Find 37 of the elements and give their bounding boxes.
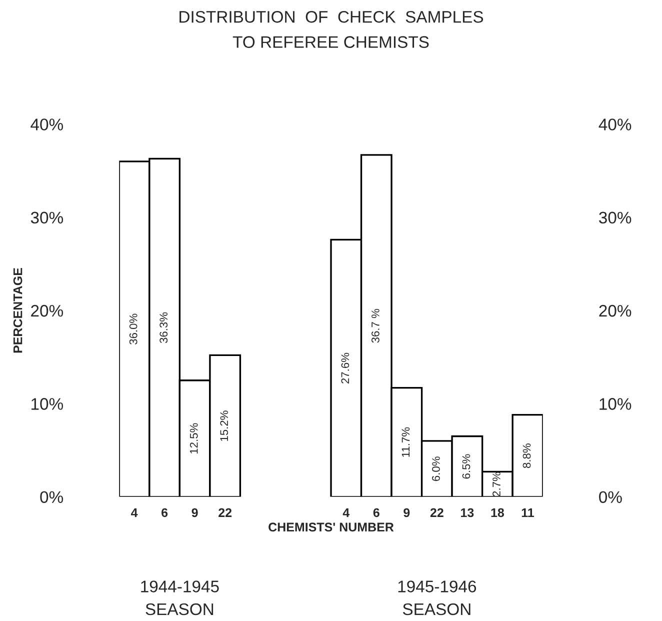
x-tick-label: 9 — [404, 508, 410, 518]
y-tick-label: 40% — [30, 118, 64, 130]
x-axis-title: CHEMISTS' NUMBER — [268, 522, 394, 532]
x-tick-label: 6 — [162, 508, 168, 518]
data-label: 8.8% — [522, 444, 531, 468]
x-tick-label: 22 — [218, 508, 232, 517]
x-tick-label: 4 — [342, 508, 350, 517]
x-tick-label: 22 — [430, 508, 444, 517]
y-tick-label: 0% — [40, 491, 64, 504]
y2-tick-label: 20% — [599, 304, 632, 317]
data-label: 36.3% — [160, 312, 168, 344]
text: 1944-1945 SEASON — [141, 580, 219, 616]
x-tick-label: 4 — [131, 508, 138, 517]
data-label: 11.7% — [402, 427, 410, 457]
x-tick-label: 13 — [461, 508, 474, 518]
y2-tick-label: 30% — [599, 212, 632, 224]
data-label: 6.5% — [462, 454, 470, 479]
data-label: 27.6% — [341, 352, 350, 384]
x-tick-label: 6 — [373, 508, 380, 518]
y-tick-label: 20% — [31, 304, 64, 317]
data-label: 6.0% — [432, 456, 440, 481]
y-axis-title: PERCENTAGE — [13, 268, 22, 353]
data-label: 12.5% — [190, 423, 198, 454]
y2-tick-label: 40% — [598, 118, 632, 130]
data-label: 36.7 % — [372, 308, 380, 343]
y2-tick-label: 10% — [600, 398, 632, 410]
y-tick-label: 10% — [32, 398, 64, 410]
chart-title: DISTRIBUTION OF CHECK SAMPLES TO REFEREE CHEMISTS — [180, 10, 484, 48]
text: 1945-1946 SEASON — [398, 580, 476, 616]
data-label: 2.7% — [492, 472, 500, 496]
y-tick-label: 30% — [30, 212, 64, 224]
data-label: 15.2% — [220, 410, 228, 441]
x-tick-label: 9 — [192, 508, 198, 518]
x-tick-label: 11 — [522, 508, 534, 517]
x-tick-label: 18 — [491, 508, 504, 518]
y2-tick-label: 0% — [599, 491, 622, 504]
data-label: 36.0% — [129, 314, 138, 344]
